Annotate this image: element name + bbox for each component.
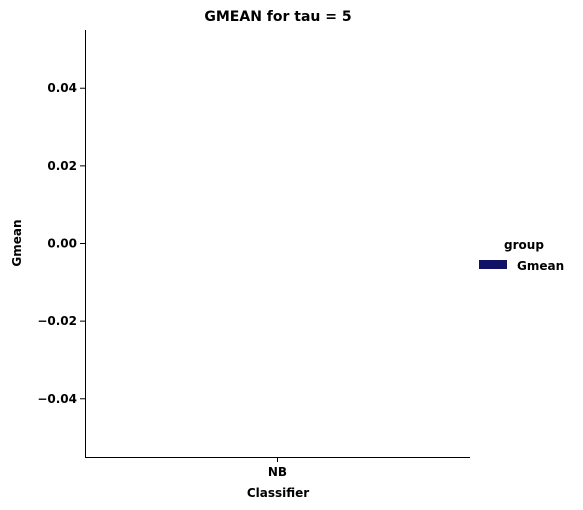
y-tick-label: −0.02 [37, 314, 77, 328]
y-tick-label: −0.04 [37, 392, 77, 406]
legend-label-gmean: Gmean [517, 259, 564, 273]
y-axis-label: Gmean [10, 219, 24, 266]
chart-title: GMEAN for tau = 5 [204, 9, 351, 25]
x-tick-label: NB [268, 465, 287, 479]
y-tick-label: 0.02 [47, 159, 77, 173]
y-tick-label: 0.04 [47, 81, 77, 95]
legend-title: group [504, 238, 544, 252]
y-axis-ticks: 0.04 0.02 0.00 −0.02 −0.04 [37, 81, 85, 406]
x-axis-label: Classifier [247, 486, 309, 500]
legend-swatch-gmean [479, 260, 507, 269]
x-axis-ticks: NB [268, 457, 287, 479]
legend: group Gmean [479, 238, 564, 273]
y-tick-label: 0.00 [47, 237, 77, 251]
